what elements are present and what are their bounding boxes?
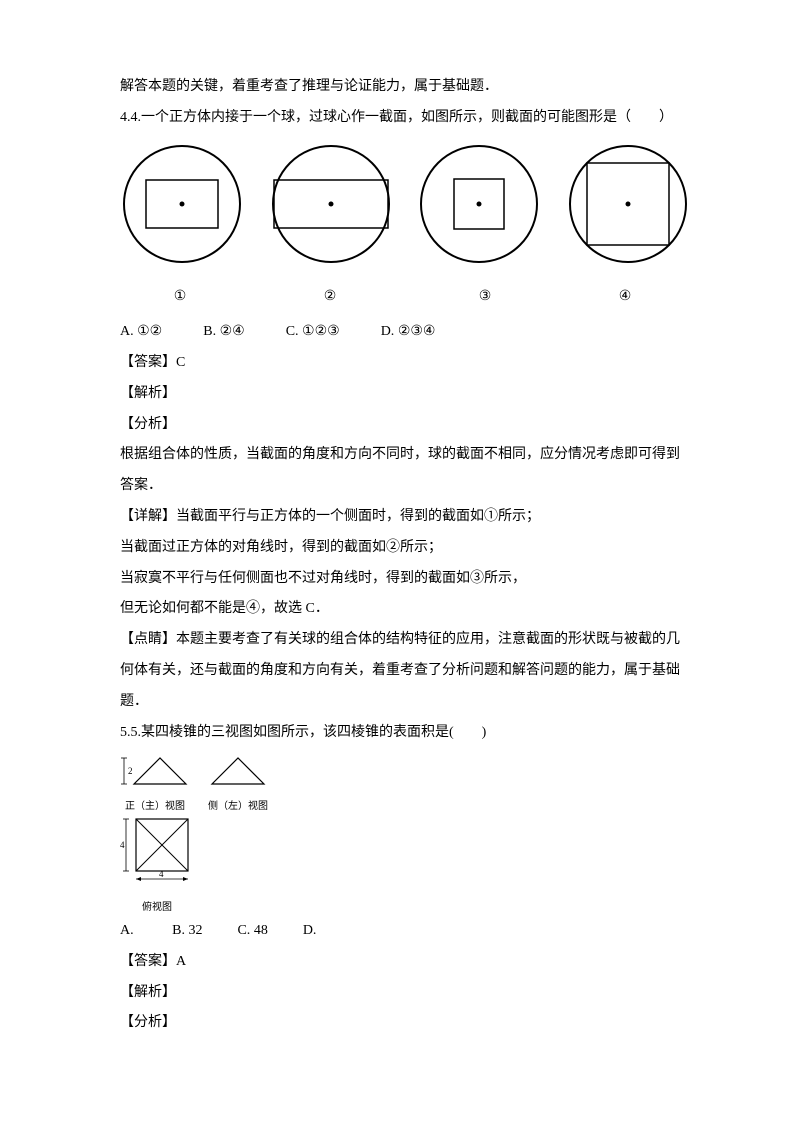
q4-figure-1 (120, 142, 244, 266)
q4-xiangjie-line3: 但无论如何都不能是④，故选 C． (120, 594, 690, 625)
q5-opt-b-text: 32 (188, 916, 202, 947)
q4-opt-a-text: ①② (137, 317, 162, 348)
intro-line: 解答本题的关键，着重考查了推理与论证能力，属于基础题． (120, 72, 690, 103)
q4-figure-4 (566, 142, 690, 266)
q5-front-svg: 2 (120, 754, 190, 786)
q4-opt-c-text: ①②③ (302, 317, 340, 348)
q4-opt-a: A. ①② (120, 317, 162, 348)
q5-fenxi-label: 【分析】 (120, 1008, 690, 1039)
q4-dianjing: 【点睛】本题主要考查了有关球的组合体的结构特征的应用，注意截面的形状既与被截的几… (120, 625, 690, 717)
q5-views-row: 2 正（主）视图 侧（左）视图 (120, 754, 690, 813)
q5-opt-b: B. 32 (172, 916, 202, 947)
q5-side-caption: 侧（左）视图 (208, 801, 268, 813)
q5-jiexi-label: 【解析】 (120, 978, 690, 1009)
q4-opt-b: B. ②④ (203, 317, 244, 348)
svg-text:2: 2 (128, 766, 133, 776)
q4-dj-text: 本题主要考查了有关球的组合体的结构特征的应用，注意截面的形状既与被截的几何体有关… (120, 632, 680, 709)
page: 解答本题的关键，着重考查了推理与论证能力，属于基础题． 4.4.一个正方体内接于… (0, 0, 800, 1132)
q5-top-view: 44 俯视图 (120, 817, 690, 914)
q5-front-caption: 正（主）视图 (120, 801, 190, 813)
q5-front-view: 2 正（主）视图 (120, 754, 190, 813)
q4-figure-label-4: ④ (560, 282, 690, 313)
q4-labels-row: ①②③④ (120, 282, 690, 313)
q4-options: A. ①② B. ②④ C. ①②③ D. ②③④ (120, 317, 690, 348)
xiangjie-label: 【详解】 (120, 509, 176, 524)
q5-side-view: 侧（左）视图 (208, 754, 268, 813)
answer-label: 【答案】 (120, 355, 176, 370)
q4-figure-2 (269, 142, 393, 266)
q4-fenxi-text: 根据组合体的性质，当截面的角度和方向不同时，球的截面不相同，应分情况考虑即可得到… (120, 440, 690, 502)
q5-answer: 【答案】A (120, 947, 690, 978)
dianjing-label: 【点睛】 (120, 632, 176, 647)
q4-figure-label-1: ① (120, 282, 240, 313)
q4-jiexi-label: 【解析】 (120, 379, 690, 410)
q4-xiangjie-line1: 当截面过正方体的对角线时，得到的截面如②所示； (120, 533, 690, 564)
q5-top-svg: 44 (120, 817, 192, 887)
svg-text:4: 4 (159, 869, 164, 879)
q4-figure-label-3: ③ (420, 282, 550, 313)
q5-options: A. B. 32 C. 48 D. (120, 916, 690, 947)
q5-opt-c-text: 48 (254, 916, 268, 947)
q5-side-svg (210, 754, 266, 786)
q5-stem: 5.5.某四棱锥的三视图如图所示，该四棱锥的表面积是( ) (120, 718, 690, 749)
q5-top-caption: 俯视图 (120, 902, 690, 914)
svg-text:4: 4 (120, 840, 125, 850)
q4-stem: 4.4.一个正方体内接于一个球，过球心作一截面，如图所示，则截面的可能图形是（ … (120, 103, 690, 134)
q4-xiangjie-line0: 【详解】当截面平行与正方体的一个侧面时，得到的截面如①所示； (120, 502, 690, 533)
q4-figure-3 (417, 142, 541, 266)
q5-answer-value: A (176, 954, 186, 969)
q5-opt-d: D. (303, 916, 320, 947)
q4-answer: 【答案】C (120, 348, 690, 379)
q4-opt-d: D. ②③④ (381, 317, 436, 348)
q4-figure-label-2: ② (250, 282, 410, 313)
q4-opt-b-text: ②④ (220, 317, 245, 348)
q4-fenxi-label: 【分析】 (120, 410, 690, 441)
q4-xj-0: 当截面平行与正方体的一个侧面时，得到的截面如①所示； (176, 509, 540, 524)
q4-opt-d-text: ②③④ (398, 317, 436, 348)
q5-opt-c: C. 48 (237, 916, 267, 947)
q4-figures-row (120, 142, 690, 279)
answer-label-2: 【答案】 (120, 954, 176, 969)
q4-opt-c: C. ①②③ (286, 317, 340, 348)
q5-opt-a: A. (120, 916, 137, 947)
q4-answer-value: C (176, 355, 185, 370)
q4-xiangjie-line2: 当寂寞不平行与任何侧面也不过对角线时，得到的截面如③所示， (120, 564, 690, 595)
